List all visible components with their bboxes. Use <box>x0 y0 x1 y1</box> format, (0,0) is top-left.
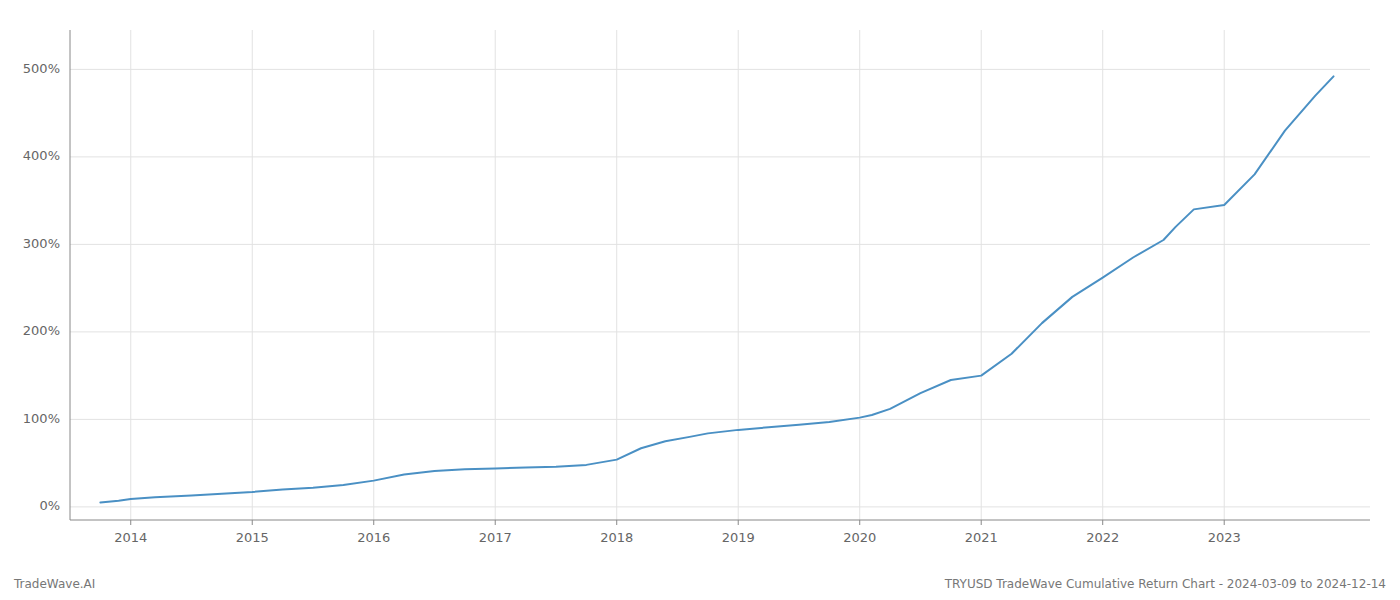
x-grid-line <box>1102 30 1103 520</box>
y-grid-line <box>70 244 1370 245</box>
x-tick-mark <box>130 520 131 525</box>
y-tick-label: 200% <box>23 323 60 338</box>
x-grid-line <box>738 30 739 520</box>
x-tick-label: 2020 <box>843 530 876 545</box>
grid <box>70 30 1370 520</box>
x-tick-mark <box>252 520 253 525</box>
x-axis-line <box>70 520 1370 521</box>
x-tick-mark <box>373 520 374 525</box>
y-grid-line <box>70 156 1370 157</box>
x-tick-label: 2019 <box>722 530 755 545</box>
x-tick-mark <box>981 520 982 525</box>
y-tick-label: 300% <box>23 236 60 251</box>
chart-svg: 0% 100% 200% 300% 400% 500% 2014 2015 2016 2017 20… <box>0 0 1400 600</box>
x-tick-mark <box>1224 520 1225 525</box>
y-grid-line <box>70 69 1370 70</box>
x-tick-mark <box>1102 520 1103 525</box>
x-tick-label: 2017 <box>479 530 512 545</box>
y-tick-label: 500% <box>23 61 60 76</box>
x-grid-line <box>981 30 982 520</box>
data-line <box>100 76 1333 502</box>
footer-right: TRYUSD TradeWave Cumulative Return Chart… <box>944 577 1386 591</box>
x-tick-mark <box>738 520 739 525</box>
footer-left: TradeWave.AI <box>13 577 95 591</box>
y-grid-line <box>70 331 1370 332</box>
x-grid-line <box>373 30 374 520</box>
x-tick-label: 2022 <box>1086 530 1119 545</box>
x-grid-line <box>252 30 253 520</box>
y-tick-label: 400% <box>23 148 60 163</box>
y-tick-label: 100% <box>23 411 60 426</box>
x-tick-label: 2015 <box>236 530 269 545</box>
x-tick-label: 2018 <box>600 530 633 545</box>
x-grid-line <box>495 30 496 520</box>
y-grid-line <box>70 419 1370 420</box>
x-tick-mark <box>859 520 860 525</box>
x-grid-line <box>1224 30 1225 520</box>
x-grid-line <box>859 30 860 520</box>
x-grid-line <box>130 30 131 520</box>
y-axis-line <box>70 30 71 520</box>
x-tick-label: 2016 <box>357 530 390 545</box>
x-tick-label: 2023 <box>1208 530 1241 545</box>
x-grid-line <box>616 30 617 520</box>
y-tick-label: 0% <box>39 498 60 513</box>
x-tick-label: 2014 <box>114 530 147 545</box>
chart-container: 0% 100% 200% 300% 400% 500% 2014 2015 2016 2017 20… <box>0 0 1400 600</box>
y-grid-line <box>70 506 1370 507</box>
x-tick-mark <box>495 520 496 525</box>
axes: 0% 100% 200% 300% 400% 500% 2014 2015 2016 2017 20… <box>23 30 1370 545</box>
x-tick-label: 2021 <box>965 530 998 545</box>
x-tick-mark <box>616 520 617 525</box>
data-area <box>100 76 1333 502</box>
